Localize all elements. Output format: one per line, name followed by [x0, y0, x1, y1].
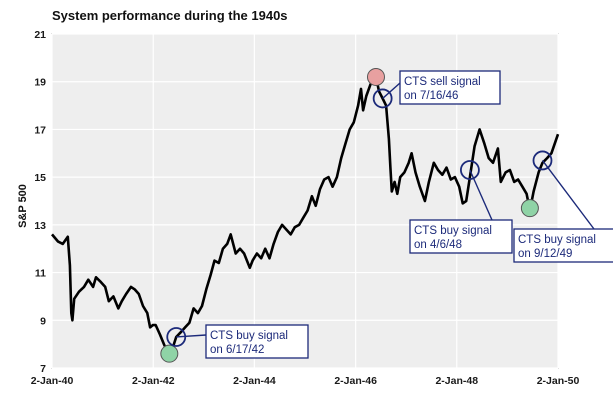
signal-circle [532, 150, 553, 171]
x-tick-label: 2-Jan-44 [233, 375, 276, 387]
callout-box [205, 324, 309, 359]
signal-circle [372, 88, 393, 109]
extreme-markers [160, 67, 539, 363]
y-axis-label: S&P 500 [17, 184, 29, 228]
x-tick-label: 2-Jan-48 [435, 375, 478, 387]
peak-marker [366, 67, 385, 86]
y-tick-label: 7 [40, 363, 46, 375]
price-line [51, 75, 560, 358]
signal-callout: CTS sell signal on 7/16/46 [372, 70, 501, 109]
y-tick-label: 11 [35, 268, 46, 280]
signal-callout: CTS buy signal on 6/17/42 [166, 324, 309, 359]
y-tick-label: 19 [34, 77, 46, 89]
signal-callout: CTS buy signal on 9/12/49 [513, 150, 613, 263]
callout-leader [541, 160, 595, 230]
callout-leader [176, 334, 207, 338]
y-tick-label: 15 [34, 172, 46, 184]
trough-marker [520, 199, 539, 218]
trough-marker [160, 344, 179, 363]
x-tick-label: 2-Jan-42 [132, 375, 175, 387]
axes: 7 9 11 13 15 17 19 21 2-Jan-40 2-Jan-42 2-Jan-44 2-… [31, 29, 580, 387]
y-tick-label: 17 [34, 124, 46, 136]
callout-leader [382, 82, 401, 99]
callout-title: CTS buy signal [518, 234, 596, 246]
y-tick-label: 21 [34, 29, 46, 41]
callout-date: on 7/16/46 [404, 90, 458, 102]
chart-title: System performance during the 1940s [52, 8, 288, 23]
x-tick-label: 2-Jan-50 [537, 375, 580, 387]
callout-box [409, 219, 513, 254]
x-tick-label: 2-Jan-46 [334, 375, 377, 387]
y-tick-label: 9 [40, 315, 46, 327]
line-series [51, 75, 560, 358]
signal-callout: CTS buy signal on 4/6/48 [409, 160, 513, 254]
signal-circle [166, 327, 187, 347]
callout-title: CTS buy signal [414, 225, 492, 237]
y-tick-label: 13 [34, 220, 46, 232]
signal-circle [460, 160, 480, 180]
callout-date: on 9/12/49 [518, 248, 572, 260]
signal-annotations: CTS buy signal on 6/17/42 CTS sell signal o… [166, 70, 613, 359]
callout-box [513, 228, 613, 263]
callout-date: on 6/17/42 [210, 344, 264, 356]
callout-box [399, 70, 501, 105]
callout-title: CTS sell signal [404, 76, 481, 88]
callout-title: CTS buy signal [210, 330, 288, 342]
x-tick-label: 2-Jan-40 [31, 375, 74, 387]
callout-date: on 4/6/48 [414, 239, 462, 251]
